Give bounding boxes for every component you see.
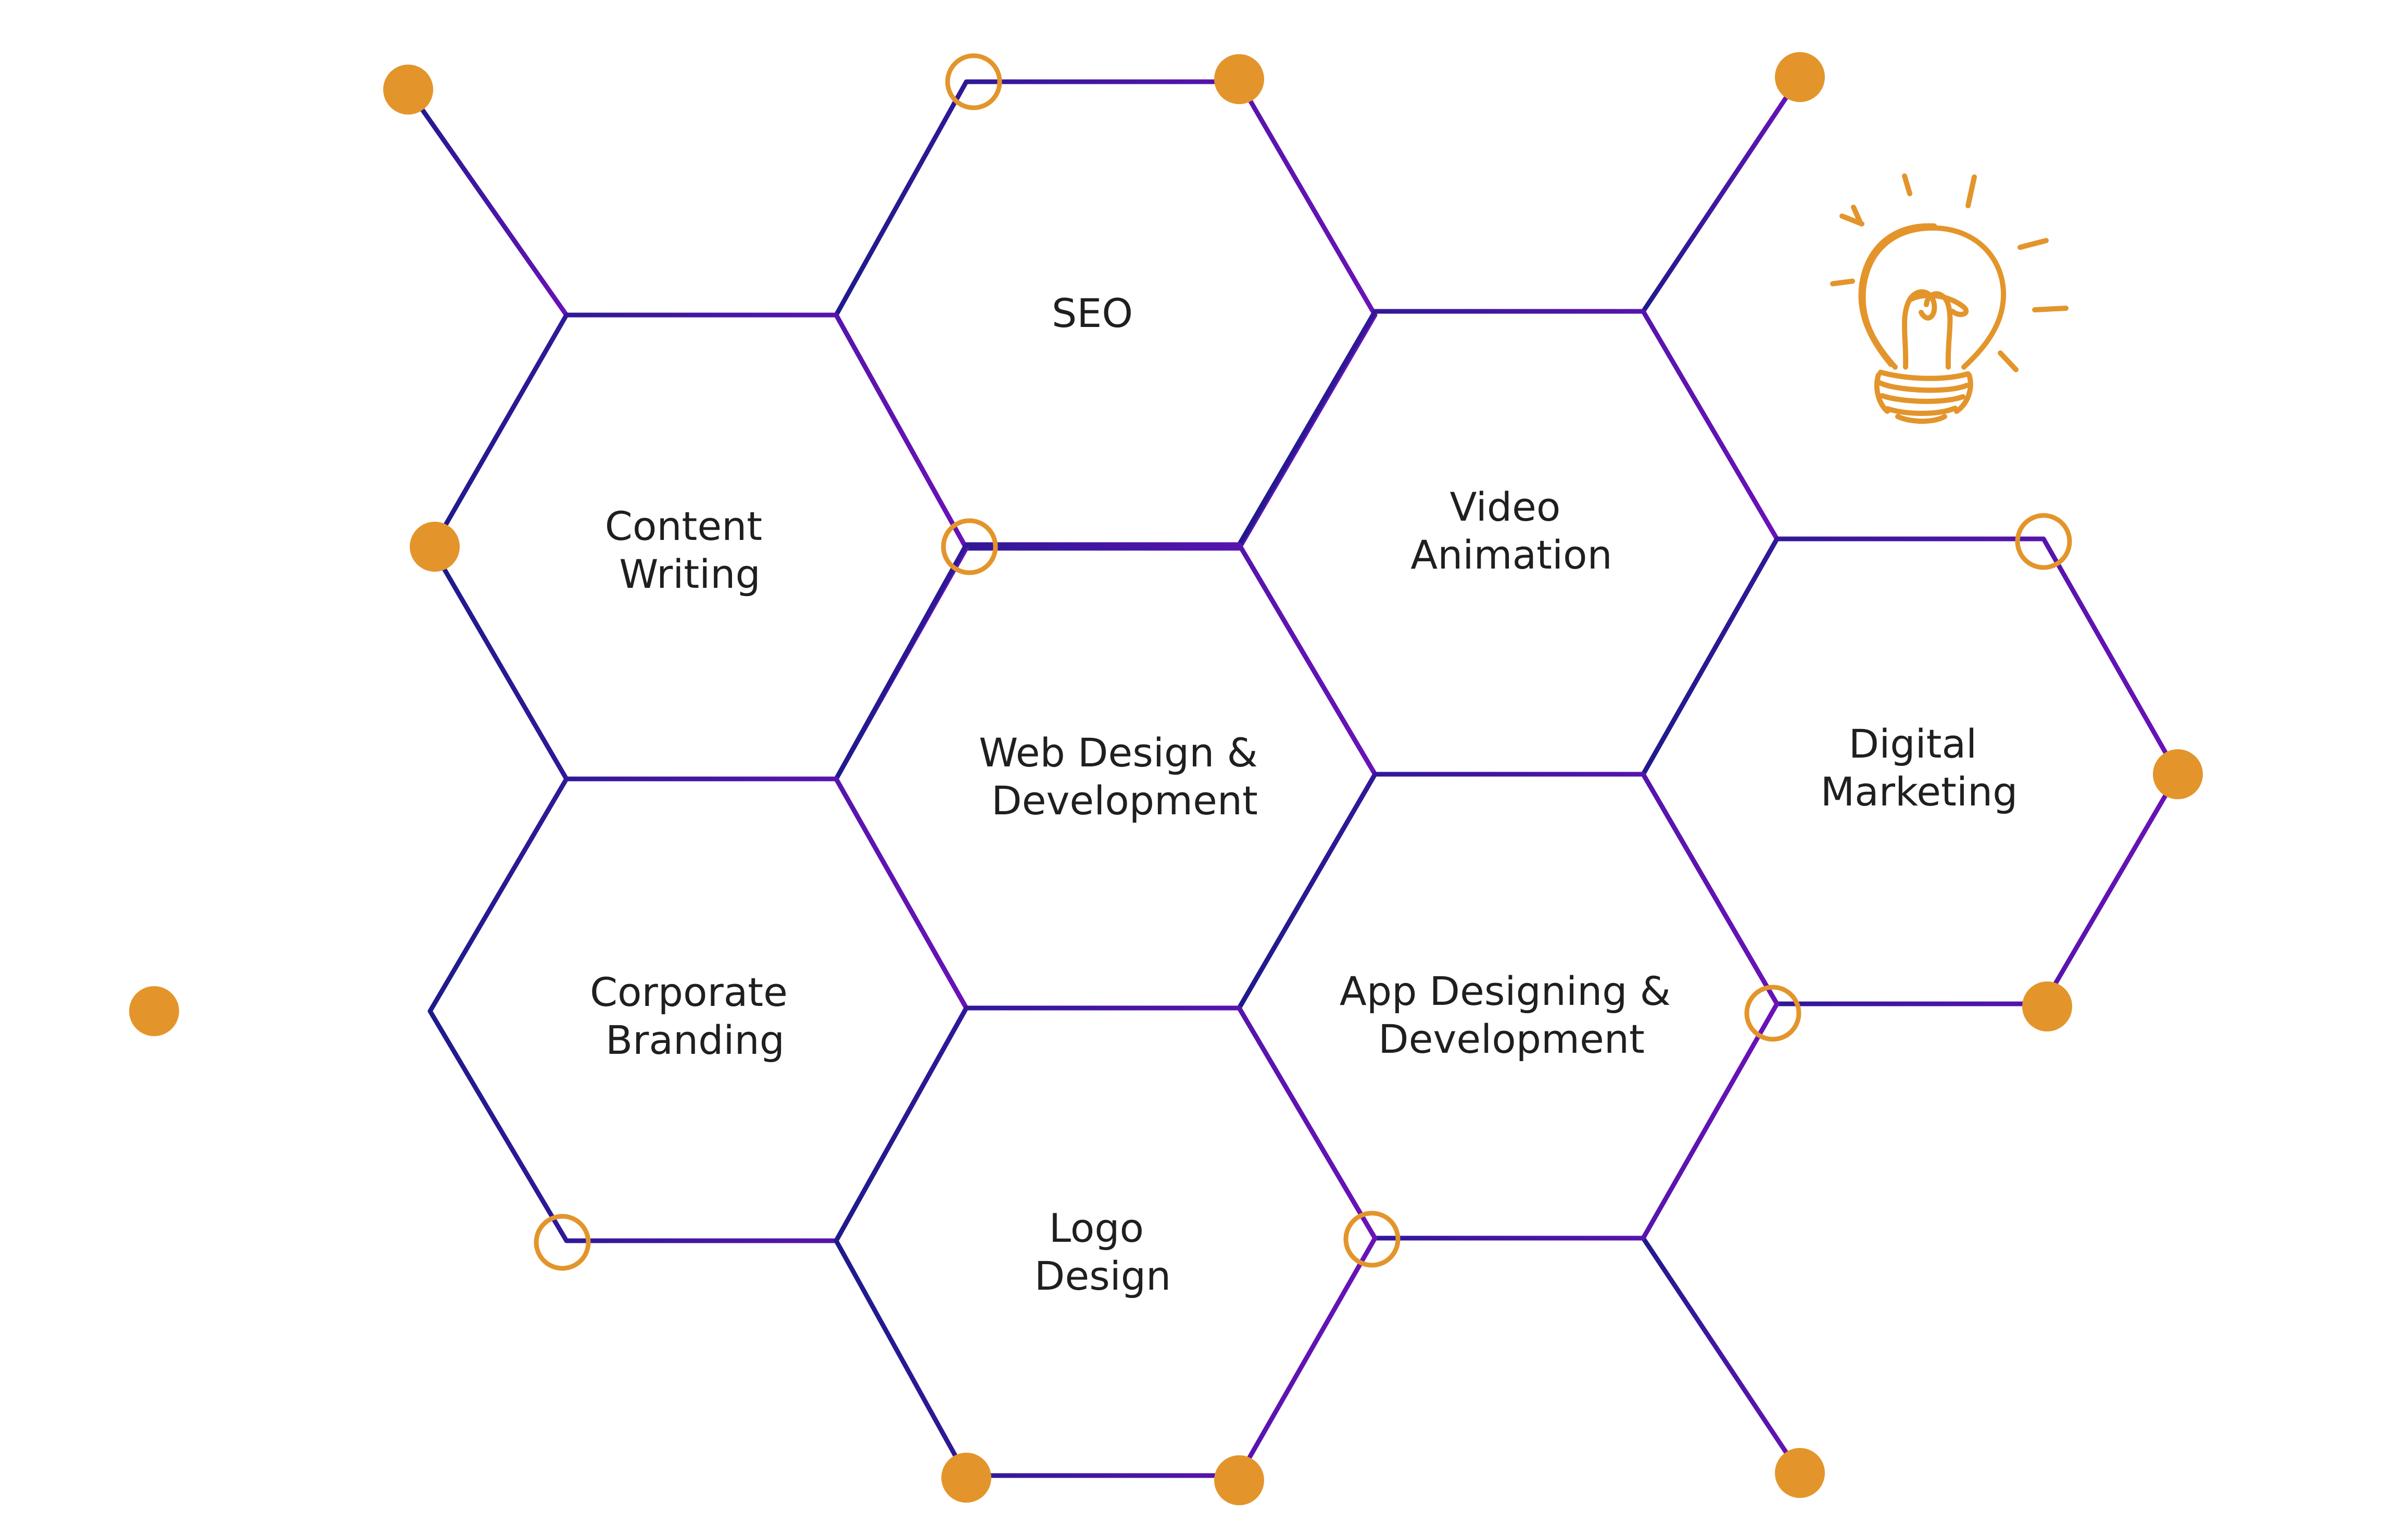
label-video-animation: Video Animation [1410, 484, 1612, 578]
connector-line [1641, 74, 1802, 314]
node-dot [129, 986, 179, 1036]
connector-line [1641, 1236, 1802, 1476]
label-corporate-branding: Corporate Branding [590, 969, 800, 1063]
node-dot [941, 1453, 991, 1503]
node-dot [1214, 54, 1264, 104]
node-dot [1214, 1455, 1264, 1505]
node-dot [410, 522, 460, 572]
node-ring [2015, 513, 2072, 570]
hexagon-labels: SEO Content Writing Video Animation Web … [590, 290, 2018, 1299]
node-dot [1775, 1448, 1825, 1498]
lightbulb-icon [1830, 173, 2069, 424]
filled-nodes [129, 52, 2203, 1505]
label-seo: SEO [1052, 290, 1133, 336]
node-ring [534, 1214, 591, 1271]
label-digital-marketing: Digital Marketing [1821, 721, 2018, 815]
node-ring [1343, 1211, 1401, 1268]
node-ring [945, 53, 1002, 110]
node-ring [1744, 985, 1801, 1042]
label-app-designing: App Designing & Development [1340, 968, 1683, 1062]
hexagon-web-design [834, 542, 1378, 1011]
label-web-design: Web Design & Development [979, 729, 1270, 824]
label-logo-design: Logo Design [1035, 1205, 1171, 1299]
label-content-writing: Content Writing [605, 503, 775, 597]
ring-nodes [534, 53, 2072, 1271]
node-dot [2022, 981, 2072, 1031]
connector-line [406, 87, 569, 318]
node-ring [941, 518, 998, 575]
node-dot [383, 65, 433, 115]
connector-lines [152, 74, 1802, 1476]
node-dot [1775, 52, 1825, 102]
node-dot [2153, 749, 2203, 799]
